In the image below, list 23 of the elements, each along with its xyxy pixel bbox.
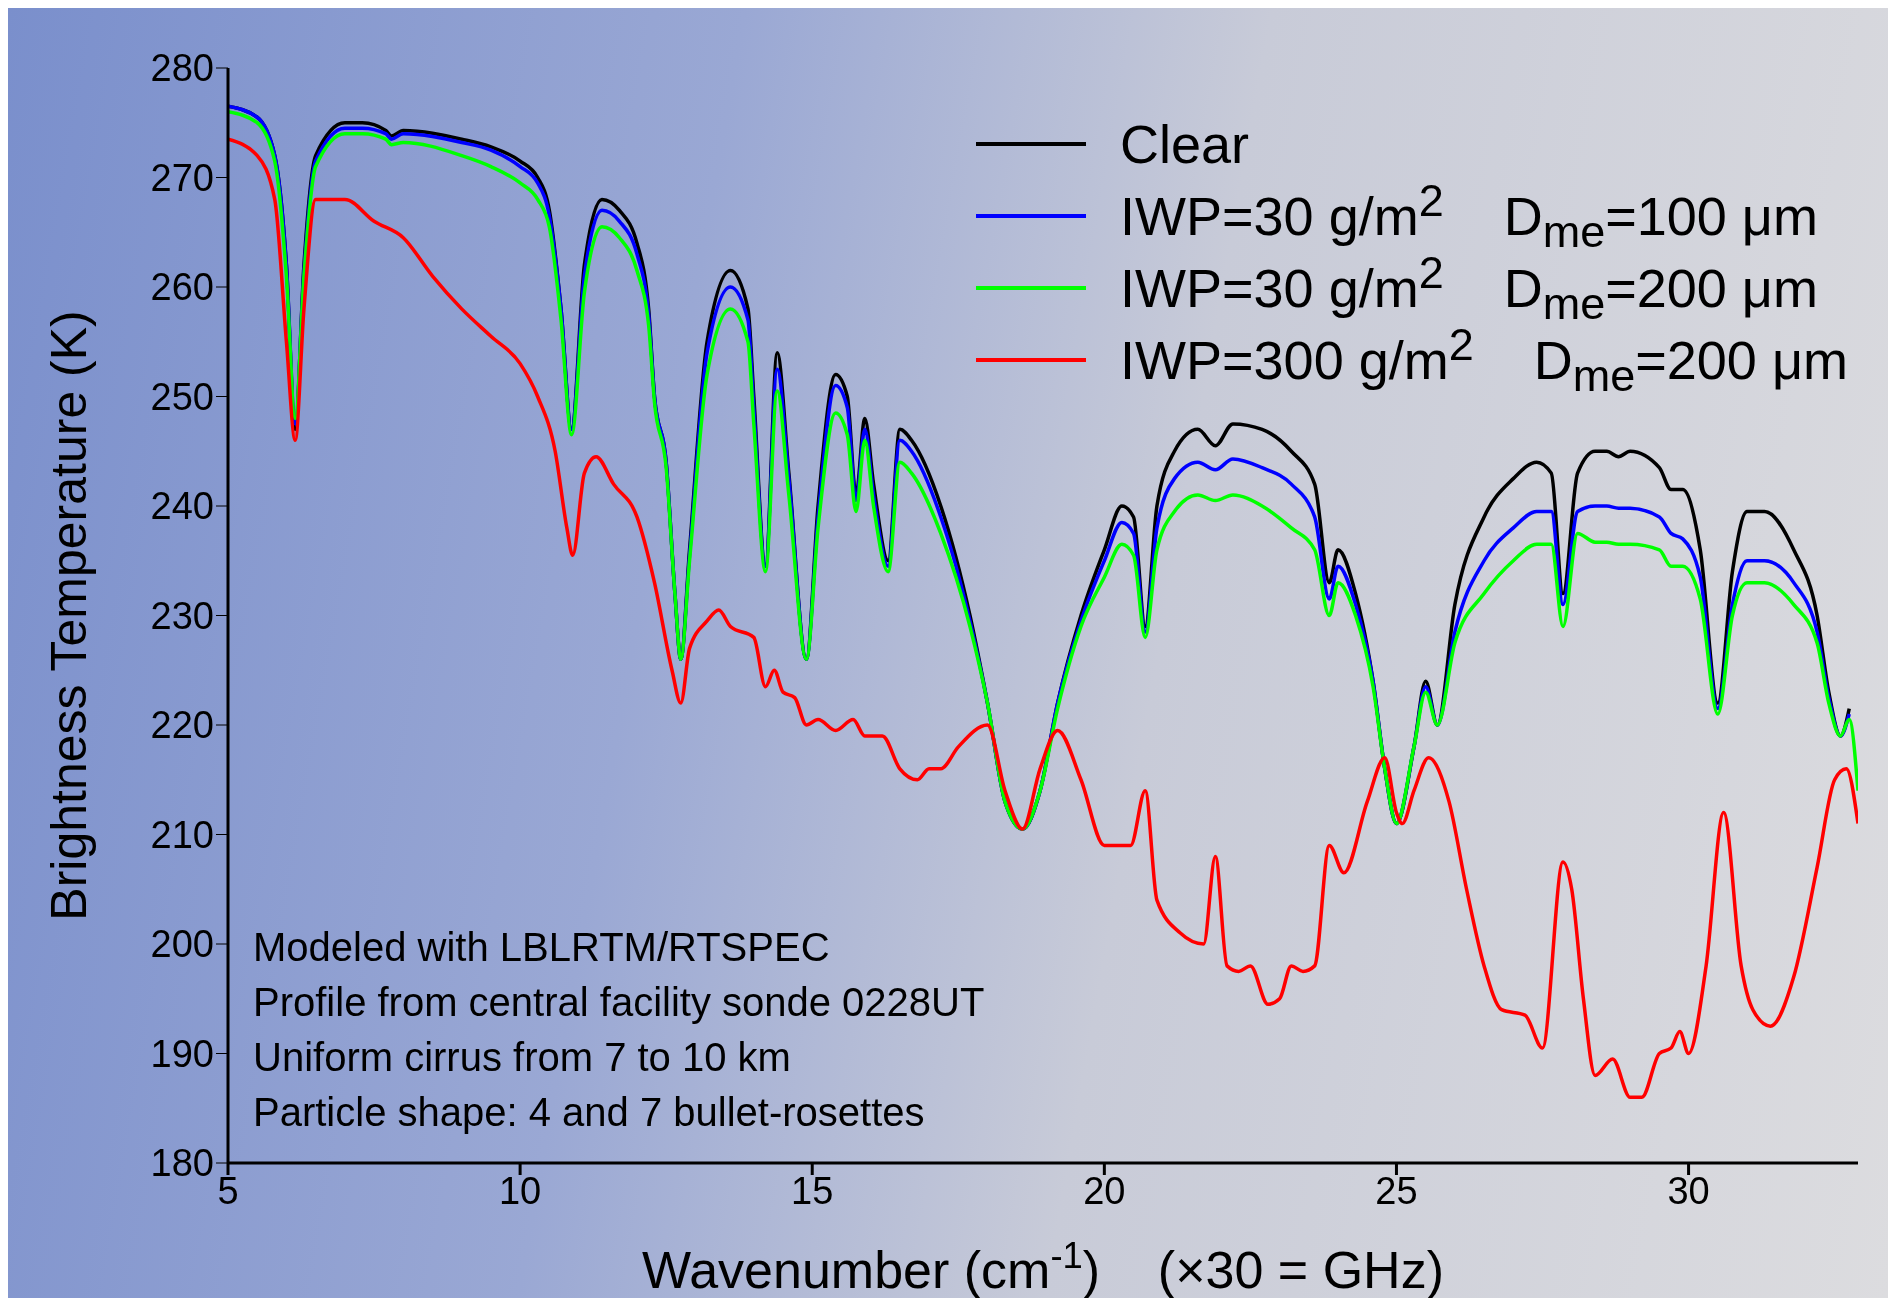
y-tick-label: 230 <box>150 594 214 637</box>
y-tick-label: 260 <box>150 266 214 309</box>
annotation: Profile from central facility sonde 0228UT <box>253 979 985 1026</box>
y-tick-label: 190 <box>150 1032 214 1075</box>
y-tick-label: 250 <box>150 375 214 418</box>
x-tick-label: 30 <box>1667 1169 1710 1212</box>
y-tick-label: 270 <box>150 156 214 199</box>
y-tick-label: 180 <box>150 1142 214 1185</box>
y-tick-label: 280 <box>150 47 214 90</box>
y-axis-title: Brightness Temperature (K) <box>40 310 97 921</box>
x-tick-label: 10 <box>498 1169 542 1212</box>
y-tick-label: 240 <box>150 485 214 528</box>
legend-label: Clear <box>1120 113 1250 175</box>
y-tick-label: 220 <box>150 704 214 747</box>
annotation: Modeled with LBLRTM/RTSPEC <box>253 924 831 971</box>
annotation: Particle shape: 4 and 7 bullet-rosettes <box>253 1089 926 1136</box>
x-tick-label: 20 <box>1083 1169 1126 1212</box>
y-tick-label: 200 <box>150 923 214 966</box>
y-tick-label: 210 <box>150 813 214 856</box>
annotation: Uniform cirrus from 7 to 10 km <box>253 1034 792 1081</box>
x-tick-label: 15 <box>791 1169 834 1212</box>
x-tick-label: 5 <box>217 1169 239 1212</box>
x-tick-label: 25 <box>1375 1169 1418 1212</box>
